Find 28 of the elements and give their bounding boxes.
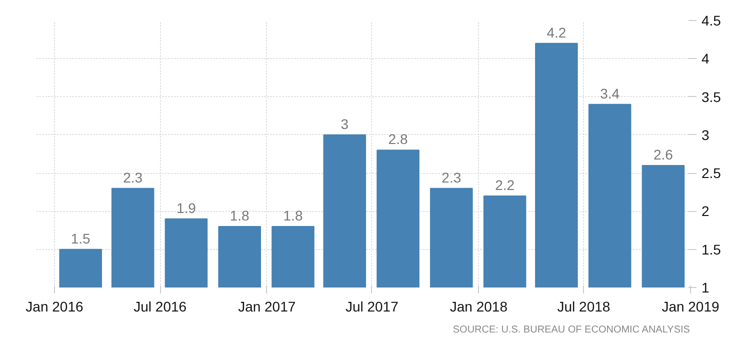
- x-tick-label: Jul 2016: [134, 298, 187, 314]
- data-label: 1.5: [70, 230, 91, 246]
- y-tick-label: 1.5: [702, 241, 722, 258]
- data-label: 1.8: [230, 207, 250, 224]
- data-label: 2.2: [495, 176, 515, 193]
- source-note: SOURCE: U.S. BUREAU OF ECONOMIC ANALYSIS: [452, 324, 690, 336]
- data-label: 1.8: [283, 207, 303, 224]
- data-label: 2.3: [442, 169, 462, 186]
- data-label: 4.2: [546, 24, 566, 40]
- data-label: 2.8: [388, 131, 408, 148]
- y-tick-label: 4: [702, 50, 710, 67]
- y-tick-label: 3: [702, 126, 710, 143]
- data-label: 3.4: [600, 85, 620, 102]
- y-tick-label: 4.5: [702, 12, 722, 28]
- x-tick-label: Jan 2016: [26, 298, 84, 314]
- y-tick-label: 2: [702, 203, 710, 220]
- x-tick-label: Jan 2019: [662, 298, 720, 314]
- data-label: 1.9: [176, 200, 196, 216]
- y-tick-label: 2.5: [702, 165, 722, 182]
- data-label: 2.3: [123, 169, 143, 186]
- x-tick-label: Jul 2017: [345, 298, 399, 314]
- y-tick-label: 3.5: [702, 88, 722, 105]
- data-label: 3: [340, 116, 349, 132]
- y-tick-label: 1: [702, 280, 710, 296]
- x-tick-label: Jan 2018: [450, 298, 508, 314]
- x-tick-label: Jan 2017: [238, 298, 296, 314]
- data-label: 2.6: [653, 146, 674, 162]
- x-tick-label: Jul 2018: [557, 298, 610, 314]
